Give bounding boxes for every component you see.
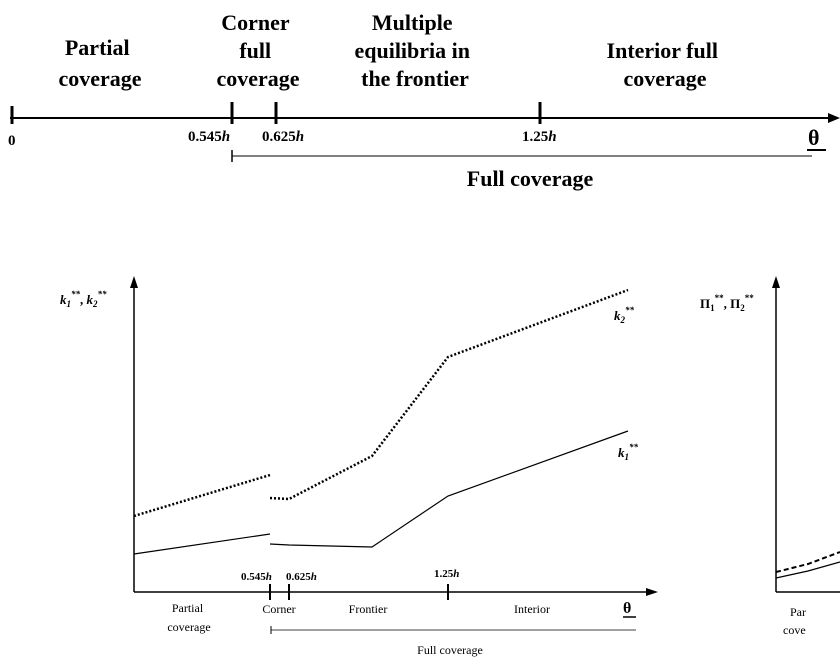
k2-curve-full: [269, 288, 629, 501]
left-region-partial: Partial coverage: [167, 601, 210, 634]
left-region-interior: Interior: [514, 602, 550, 616]
timeline-tick-label-125: 1.25h: [522, 129, 557, 145]
left-region-frontier: Frontier: [349, 602, 388, 616]
left-y-axis-label: k1**, k2**: [60, 289, 107, 309]
left-region-corner: Corner: [262, 602, 295, 616]
timeline-tick-label-0625: 0.625h: [262, 129, 304, 145]
timeline: Partial coverage Corner full coverage Mu…: [8, 10, 840, 191]
left-y-arrow-icon: [130, 276, 138, 288]
k1-curve-full: [269, 430, 629, 548]
k1-curve-label: k1**: [618, 442, 639, 462]
timeline-region-interior: Interior full coverage: [607, 38, 724, 91]
right-y-arrow-icon: [772, 276, 780, 288]
timeline-tick-label-0545: 0.545h: [188, 129, 230, 145]
right-y-axis-label: Π1**, Π2**: [700, 293, 754, 313]
timeline-region-partial: Partial coverage: [58, 35, 141, 91]
k2-curve-label: k2**: [614, 305, 635, 325]
timeline-region-corner: Corner full coverage: [216, 10, 299, 91]
right-region-partial: Par cove: [783, 605, 809, 637]
timeline-region-frontier: Multiple equilibria in the frontier: [354, 10, 475, 91]
left-x-arrow-icon: [646, 588, 658, 596]
timeline-tick-label-0: 0: [8, 133, 16, 149]
right-chart: Π1**, Π2** Par cove: [700, 276, 840, 637]
left-theta-label: θ: [623, 600, 631, 617]
left-chart: k1**, k2** k2** k1** 0.545h 0.625h 1.25h…: [60, 276, 658, 657]
full-coverage-label: Full coverage: [467, 166, 594, 191]
pi1-curve: [775, 561, 840, 579]
timeline-arrow-icon: [828, 113, 840, 123]
left-tick-label-125: 1.25h: [434, 568, 459, 580]
timeline-theta-label: θ: [808, 125, 819, 150]
pi2-curve: [775, 551, 840, 573]
k1-curve-partial: [133, 533, 271, 555]
k2-curve-partial: [133, 473, 271, 518]
left-tick-label-0545: 0.545h: [241, 571, 272, 583]
left-tick-label-0625: 0.625h: [286, 571, 317, 583]
left-full-coverage-label: Full coverage: [417, 643, 483, 657]
